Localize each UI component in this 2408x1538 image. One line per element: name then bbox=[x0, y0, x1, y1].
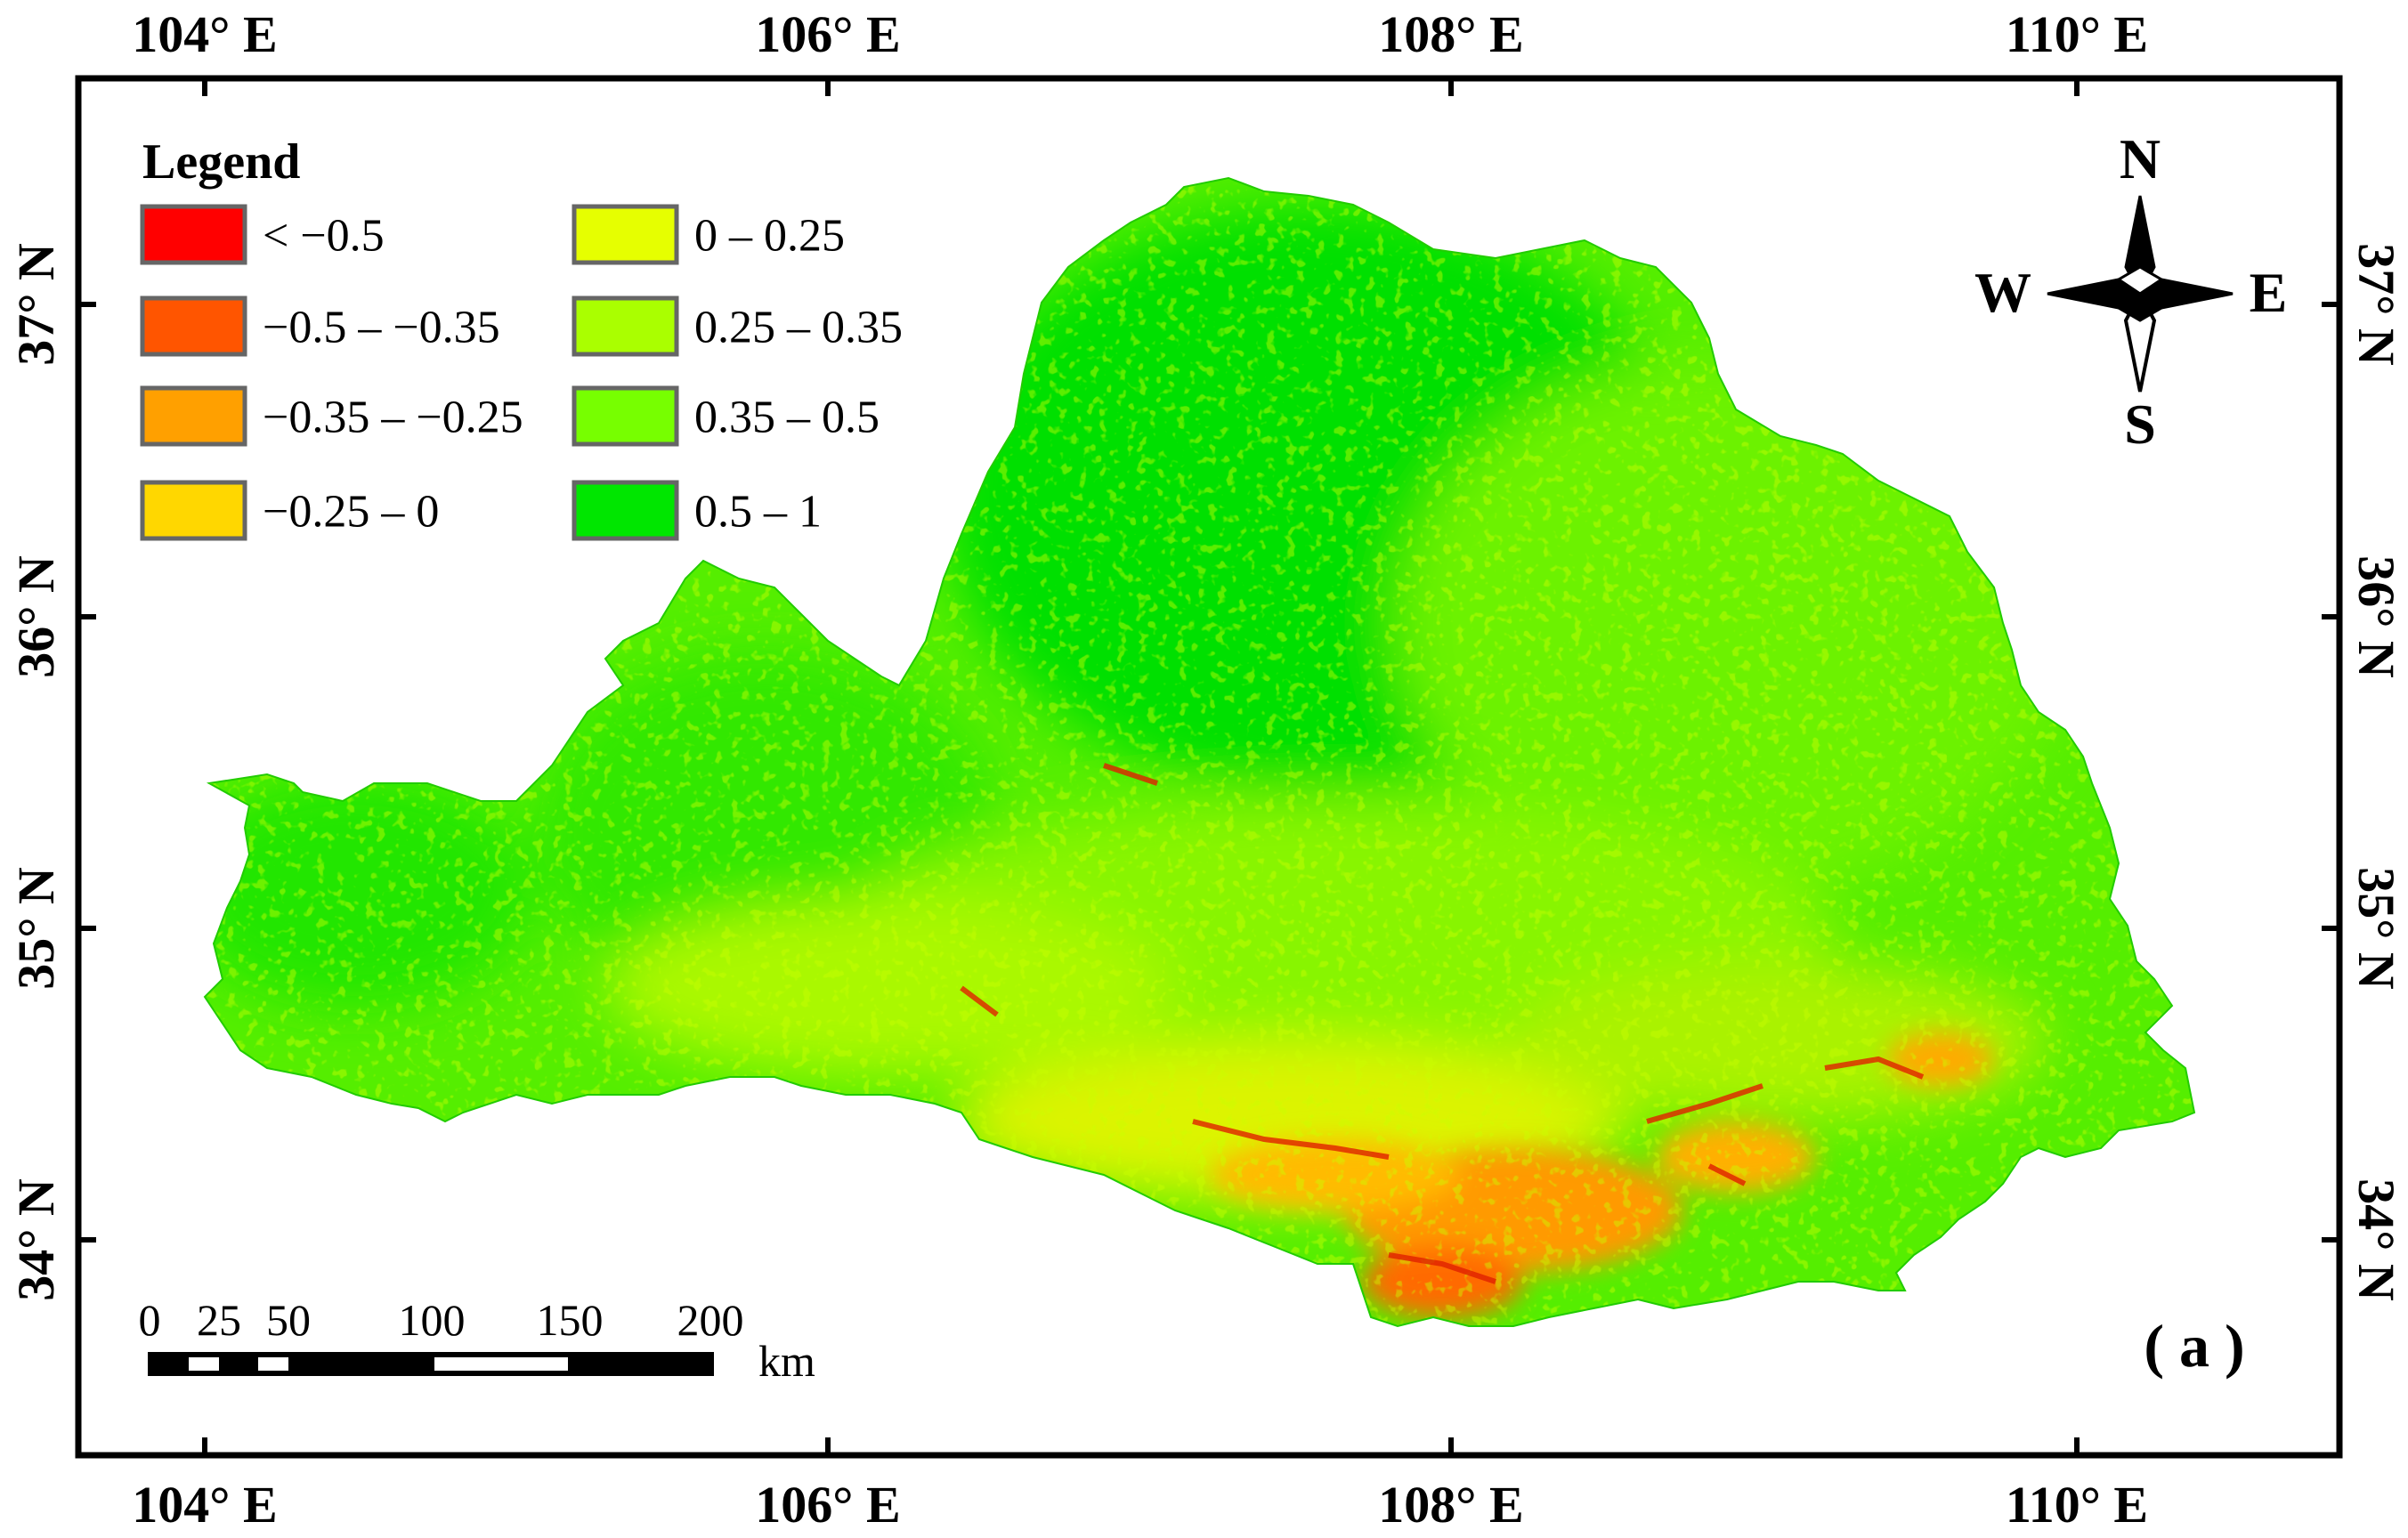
legend-swatch-7 bbox=[572, 385, 679, 447]
streak-7 bbox=[1103, 763, 1158, 786]
scale-label-0: 0 bbox=[139, 1295, 161, 1345]
scale-bar-segment-1 bbox=[189, 1357, 219, 1371]
lon-label-top-106: 106° E bbox=[755, 5, 900, 63]
lat-label-right-34: 34° N bbox=[2347, 1178, 2405, 1301]
lat-label-right-35: 35° N bbox=[2347, 867, 2405, 990]
compass-center-south bbox=[2116, 292, 2164, 322]
legend-label-1: < −0.5 bbox=[263, 211, 385, 262]
scale-bar-body bbox=[148, 1352, 714, 1376]
scale-label-50: 50 bbox=[266, 1295, 311, 1345]
legend-label-5: 0 – 0.25 bbox=[694, 211, 845, 262]
scale-label-100: 100 bbox=[399, 1295, 466, 1345]
scale-unit-label: km bbox=[758, 1336, 815, 1386]
lat-label-left-37: 37° N bbox=[7, 243, 65, 366]
raster-negative-streaks bbox=[960, 763, 1925, 1284]
legend-swatch-2 bbox=[140, 295, 247, 357]
compass-w-label: W bbox=[1974, 261, 2031, 324]
panel-label: ( a ) bbox=[2144, 1312, 2244, 1380]
streak-2 bbox=[1646, 1083, 1763, 1124]
legend-label-2: −0.5 – −0.35 bbox=[263, 303, 500, 353]
legend: Legend < −0.5 −0.5 – −0.35 −0.35 – −0.25 −0… bbox=[140, 134, 903, 541]
streak-1 bbox=[1192, 1119, 1390, 1160]
lon-label-bottom-110: 110° E bbox=[2006, 1476, 2148, 1534]
streak-3 bbox=[1388, 1252, 1496, 1284]
legend-swatch-8 bbox=[572, 480, 679, 541]
legend-label-6: 0.25 – 0.35 bbox=[694, 303, 903, 353]
lat-label-left-34: 34° N bbox=[7, 1178, 65, 1301]
scale-bar-segment-2 bbox=[258, 1357, 288, 1371]
legend-items: < −0.5 −0.5 – −0.35 −0.35 – −0.25 −0.25 – 0… bbox=[140, 204, 903, 541]
compass-center-north bbox=[2116, 265, 2164, 295]
scale-bar: 0 25 50 100 150 200 km bbox=[139, 1295, 816, 1386]
scale-label-25: 25 bbox=[197, 1295, 241, 1345]
scale-label-150: 150 bbox=[537, 1295, 604, 1345]
lon-label-top-108: 108° E bbox=[1378, 5, 1523, 63]
streak-5 bbox=[1824, 1056, 1925, 1080]
lon-label-top-104: 104° E bbox=[132, 5, 277, 63]
legend-label-3: −0.35 – −0.25 bbox=[263, 393, 523, 443]
lat-label-right-36: 36° N bbox=[2347, 555, 2405, 678]
legend-swatch-5 bbox=[572, 204, 679, 265]
lat-label-right-37: 37° N bbox=[2347, 243, 2405, 366]
legend-title: Legend bbox=[142, 134, 300, 190]
lon-label-bottom-106: 106° E bbox=[755, 1476, 900, 1534]
legend-swatch-1 bbox=[140, 204, 247, 265]
region-outline bbox=[203, 176, 2196, 1328]
lon-label-bottom-108: 108° E bbox=[1378, 1476, 1523, 1534]
north-arrow: N S W E bbox=[1974, 127, 2287, 456]
legend-swatch-3 bbox=[140, 385, 247, 447]
streak-6 bbox=[960, 985, 999, 1017]
legend-label-4: −0.25 – 0 bbox=[263, 487, 439, 538]
scale-bar-segment-3 bbox=[434, 1357, 568, 1371]
compass-s-label: S bbox=[2124, 393, 2156, 456]
lat-label-left-36: 36° N bbox=[7, 555, 65, 678]
scale-label-200: 200 bbox=[677, 1295, 744, 1345]
compass-n-label: N bbox=[2120, 127, 2161, 190]
legend-swatch-4 bbox=[140, 480, 247, 541]
compass-e-label: E bbox=[2250, 261, 2288, 324]
streak-4 bbox=[1707, 1163, 1747, 1186]
legend-swatch-6 bbox=[572, 295, 679, 357]
frame-ticks bbox=[78, 78, 2339, 1455]
lon-label-bottom-104: 104° E bbox=[132, 1476, 277, 1534]
legend-label-7: 0.35 – 0.5 bbox=[694, 393, 880, 443]
legend-label-8: 0.5 – 1 bbox=[694, 487, 822, 538]
lat-label-left-35: 35° N bbox=[7, 867, 65, 990]
lon-label-top-110: 110° E bbox=[2006, 5, 2148, 63]
